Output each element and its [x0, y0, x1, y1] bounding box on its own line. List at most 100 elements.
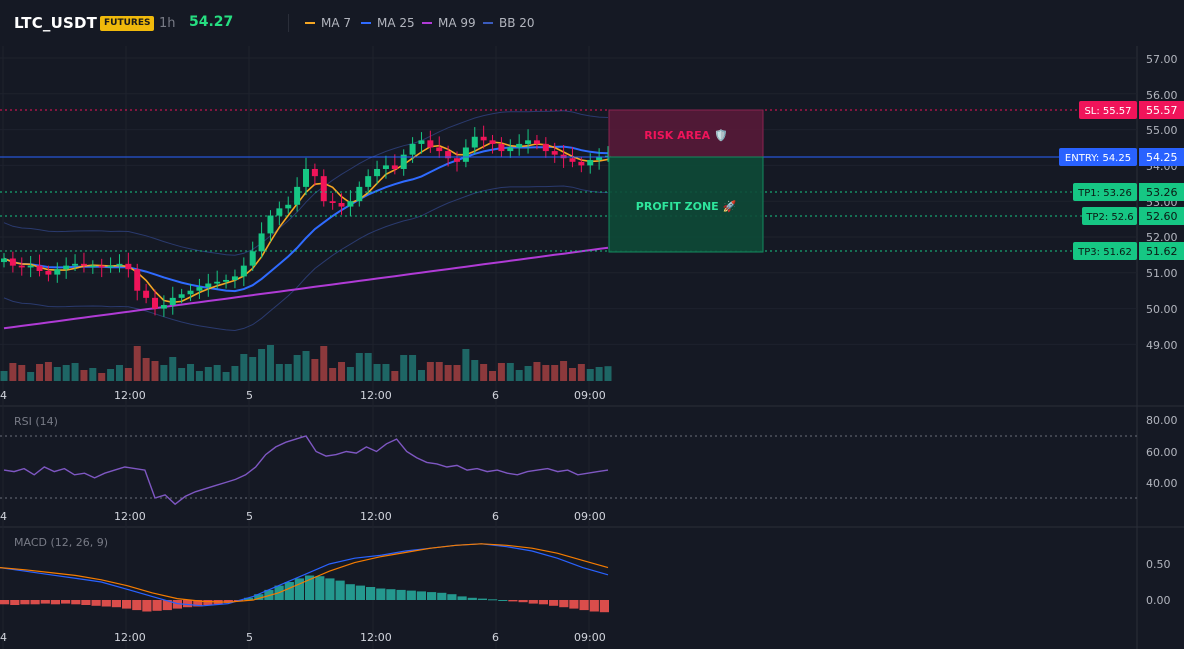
volume-bar — [444, 365, 452, 381]
macd-hist-bar — [10, 600, 20, 605]
macd-hist-bar — [345, 584, 355, 600]
rsi-time-1200-b: 12:00 — [360, 510, 392, 523]
macd-hist-bar — [172, 600, 182, 609]
candle-body — [18, 265, 25, 268]
macd-hist-bar — [579, 600, 589, 611]
legend-ma25[interactable]: MA 25 — [361, 16, 415, 30]
macd-hist-bar — [40, 600, 50, 604]
symbol-name[interactable]: LTC_USDT — [14, 14, 98, 32]
volume-bar — [426, 362, 434, 381]
macd-hist-bar — [193, 600, 203, 607]
grid-lines — [0, 46, 1137, 649]
ma7-color-swatch — [305, 22, 315, 24]
macd-hist-bar — [447, 594, 457, 600]
volume-bar — [462, 349, 470, 381]
macd-hist-bar — [396, 589, 406, 600]
candle-body — [294, 186, 301, 205]
candle-body — [116, 263, 123, 266]
volume-bar — [604, 366, 612, 381]
timeframe-label[interactable]: 1h — [159, 16, 176, 31]
risk-area-box[interactable] — [608, 109, 764, 158]
tp1-tag[interactable]: TP1: 53.26 53.26 — [1073, 183, 1184, 201]
sl-tag[interactable]: SL: 55.57 55.57 — [1079, 101, 1184, 119]
macd-title: MACD (12, 26, 9) — [14, 536, 108, 549]
volume-bar — [0, 371, 8, 381]
candle-body — [542, 143, 549, 152]
candle-body — [471, 136, 478, 148]
volume-bar — [506, 363, 514, 381]
legend-ma99[interactable]: MA 99 — [422, 16, 476, 30]
candle-body — [240, 265, 247, 277]
chart-header: LTC_USDT FUTURES 1h 54.27 MA 7 MA 25 MA … — [0, 0, 1184, 46]
macd-hist-bar — [61, 600, 71, 604]
candle-body — [152, 297, 158, 309]
candle-body — [560, 154, 567, 159]
candle-body — [596, 156, 603, 161]
legend-ma7[interactable]: MA 7 — [305, 16, 351, 30]
volume-bar — [515, 370, 523, 381]
volume-bar — [471, 360, 479, 381]
price-tick-49: 49.00 — [1146, 339, 1178, 352]
volume-bar — [453, 365, 461, 381]
candle-body — [525, 140, 532, 144]
tp2-tag[interactable]: TP2: 52.6 52.60 — [1082, 207, 1184, 225]
candlesticks[interactable] — [1, 125, 611, 317]
candle-body — [578, 161, 585, 166]
macd-hist-bar — [305, 575, 315, 600]
time-axis-main[interactable]: 4 12:00 5 12:00 6 09:00 — [0, 389, 606, 402]
tp3-tag-text: TP3: 51.62 — [1077, 247, 1132, 258]
volume-bar — [53, 367, 61, 381]
candle-body — [134, 269, 141, 291]
macd-hist-bar — [152, 600, 162, 611]
volume-bar — [497, 363, 505, 381]
candle-body — [89, 265, 96, 268]
macd-hist-bar — [508, 600, 518, 602]
tp3-tag-bg — [1073, 242, 1137, 260]
macd-hist-bar — [477, 598, 487, 600]
macd-hist-bar — [203, 600, 213, 605]
legend-ma7-label: MA 7 — [321, 16, 352, 30]
macd-time-4: 4 — [0, 631, 7, 644]
candle-body — [36, 265, 43, 272]
legend-bb20[interactable]: BB 20 — [483, 16, 535, 30]
profit-zone-box[interactable] — [608, 156, 764, 253]
macd-tick-050: 0.50 — [1146, 558, 1171, 571]
bb-lower-band — [3, 185, 609, 332]
volume-bar — [178, 368, 186, 381]
price-axis[interactable]: 57.00 56.00 55.00 54.00 53.00 52.00 51.0… — [1146, 53, 1178, 352]
legend-bb20-label: BB 20 — [499, 16, 535, 30]
rsi-time-6: 6 — [492, 510, 499, 523]
volume-bar — [249, 357, 257, 381]
sl-tag-bg — [1079, 101, 1137, 119]
volume-bar — [542, 365, 550, 381]
tp1-price-text: 53.26 — [1146, 186, 1178, 199]
rsi-title: RSI (14) — [14, 415, 58, 428]
tp3-tag[interactable]: TP3: 51.62 51.62 — [1073, 242, 1184, 260]
volume-bar — [533, 362, 541, 381]
macd-signal-line — [0, 543, 609, 603]
candle-body — [63, 265, 70, 270]
rsi-line — [3, 435, 609, 506]
time-axis-rsi: 4 12:00 5 12:00 6 09:00 — [0, 510, 606, 523]
volume-bar — [551, 365, 559, 381]
volume-bar — [373, 364, 381, 381]
macd-hist-bar — [20, 600, 30, 605]
candle-body — [382, 165, 389, 169]
volume-bar — [266, 345, 274, 381]
macd-hist-bar — [498, 600, 508, 601]
candle-body — [143, 290, 150, 298]
candle-body — [356, 186, 363, 202]
rsi-tick-60: 60.00 — [1146, 446, 1178, 459]
candle-body — [160, 305, 167, 309]
candle-body — [187, 290, 194, 295]
macd-hist-bar — [244, 597, 254, 600]
macd-hist-bar — [315, 576, 325, 600]
tp1-tag-bg — [1073, 183, 1137, 201]
entry-tag[interactable]: ENTRY: 54.25 54.25 — [1059, 148, 1184, 166]
candle-body — [125, 263, 132, 270]
volume-bar — [44, 362, 52, 381]
volume-bar — [524, 366, 532, 381]
candle-body — [498, 143, 505, 152]
risk-area-label: RISK AREA 🛡️ — [644, 129, 727, 142]
